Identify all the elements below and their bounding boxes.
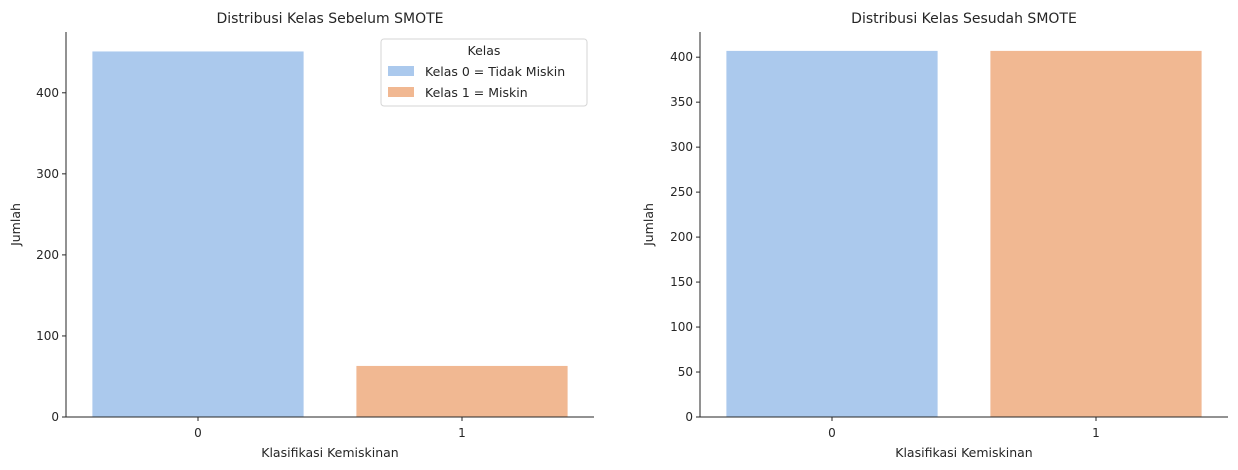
- x-tick-label: 0: [194, 426, 202, 440]
- y-tick-label: 300: [670, 140, 693, 154]
- y-tick-label: 50: [678, 365, 693, 379]
- bar-0: [92, 51, 304, 417]
- y-tick-label: 150: [670, 275, 693, 289]
- y-axis-label: Jumlah: [8, 203, 23, 247]
- legend-title: Kelas: [468, 43, 501, 58]
- legend-entry-1: Kelas 1 = Miskin: [425, 85, 528, 100]
- bars: [726, 50, 1202, 417]
- y-tick-label: 0: [51, 410, 59, 424]
- bar-1: [356, 365, 568, 417]
- y-tick-label: 400: [670, 50, 693, 64]
- y-tick-label: 200: [670, 230, 693, 244]
- x-tick-label: 1: [458, 426, 466, 440]
- y-tick-label: 250: [670, 185, 693, 199]
- bar-0: [726, 50, 938, 417]
- legend-swatch-0: [388, 66, 414, 76]
- y-tick-label: 100: [670, 320, 693, 334]
- chart-title: Distribusi Kelas Sesudah SMOTE: [851, 11, 1077, 27]
- legend-swatch-1: [388, 87, 414, 97]
- x-tick-label: 0: [828, 426, 836, 440]
- x-tick-label: 1: [1092, 426, 1100, 440]
- y-tick-label: 100: [36, 329, 59, 343]
- legend: Kelas Kelas 0 = Tidak Miskin Kelas 1 = M…: [380, 38, 588, 107]
- y-tick-label: 200: [36, 248, 59, 262]
- y-tick-label: 350: [670, 95, 693, 109]
- x-axis-label: Klasifikasi Kemiskinan: [261, 445, 398, 460]
- bars: [92, 51, 568, 417]
- x-axis-label: Klasifikasi Kemiskinan: [895, 445, 1032, 460]
- y-ticks: 0 100 200 300 400: [36, 86, 66, 424]
- chart-before-smote: Distribusi Kelas Sebelum SMOTE 010020030…: [8, 11, 594, 460]
- chart-after-smote: Distribusi Kelas Sesudah SMOTE 0 50 100 150…: [641, 11, 1228, 460]
- legend-frame: [380, 38, 588, 107]
- legend-entry-0: Kelas 0 = Tidak Miskin: [425, 64, 565, 79]
- y-ticks: 0 50 100 150 200 250 300 350 400: [670, 50, 700, 424]
- y-tick-label: 400: [36, 86, 59, 100]
- chart-title: Distribusi Kelas Sebelum SMOTE: [216, 11, 443, 27]
- y-axis-label: Jumlah: [641, 203, 656, 247]
- y-tick-label: 0: [685, 410, 693, 424]
- bar-1: [990, 50, 1202, 417]
- y-tick-label: 300: [36, 167, 59, 181]
